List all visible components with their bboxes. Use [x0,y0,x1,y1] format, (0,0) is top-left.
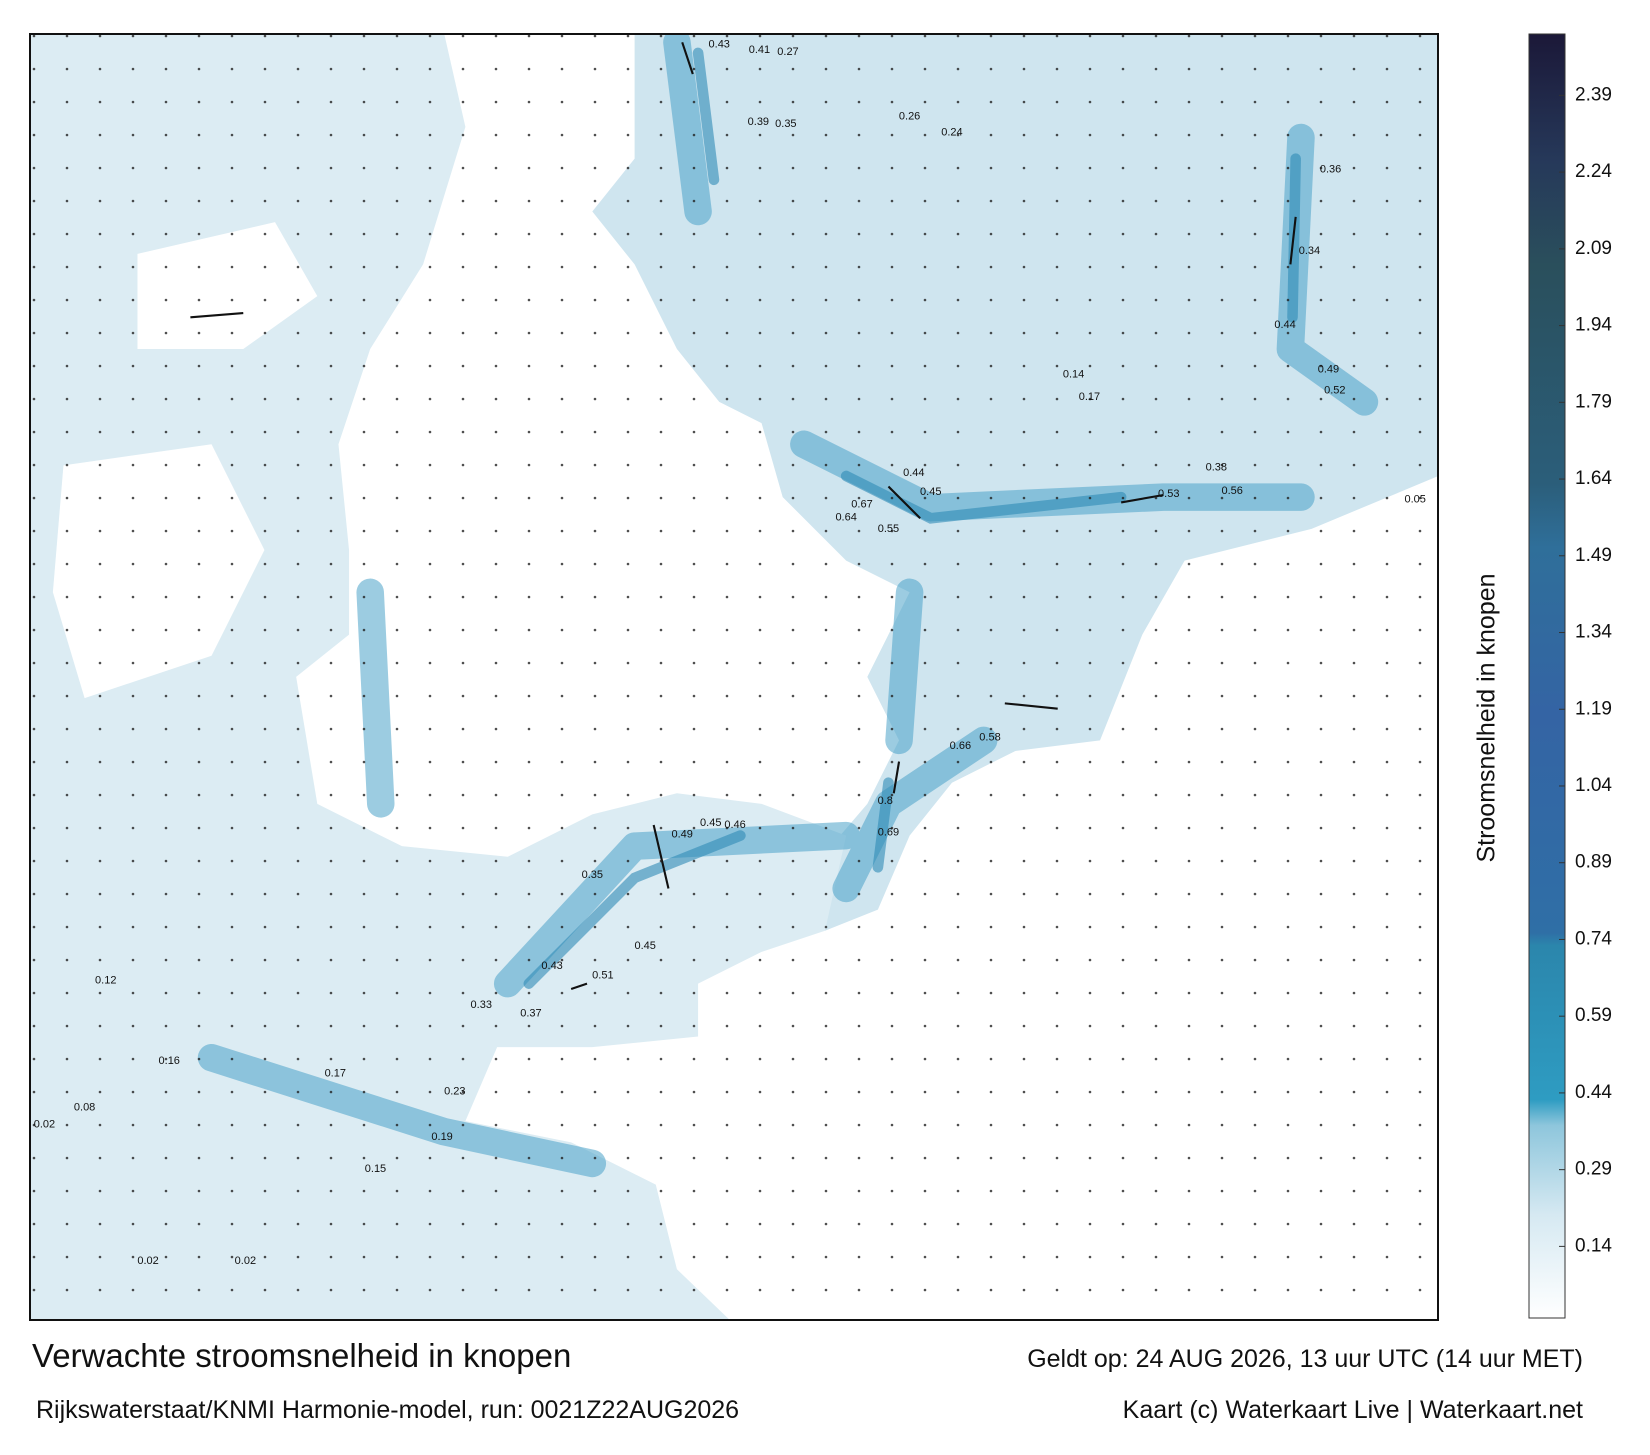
current-label: 0.49 [1318,363,1339,375]
current-label: 0.38 [1206,462,1227,474]
current-label: 0.58 [979,731,1000,743]
colorbar-tick-label: 0.74 [1575,928,1612,949]
colorbar-tick-label: 2.24 [1575,161,1612,182]
current-label: 0.43 [541,960,562,972]
credit: Kaart (c) Waterkaart Live | Waterkaart.n… [1123,1396,1583,1424]
current-label: 0.67 [851,499,872,511]
current-label: 0.49 [672,829,693,841]
current-label: 0.24 [941,126,962,138]
current-label: 0.56 [1222,485,1243,497]
current-label: 0.37 [520,1007,541,1019]
current-label: 0.16 [159,1055,180,1067]
colorbar-tick-label: 1.79 [1575,391,1612,412]
current-label: 0.41 [749,44,770,56]
current-label: 0.45 [634,940,655,952]
colorbar-tick-label: 0.44 [1575,1082,1612,1103]
title: Verwachte stroomsnelheid in knopen [32,1337,571,1374]
colorbar-tick-label: 0.89 [1575,852,1612,873]
current-label: 0.12 [95,975,116,987]
current-label: 0.02 [137,1255,158,1267]
current-label: 0.39 [748,116,769,128]
current-label: 0.51 [592,969,613,981]
current-label: 0.36 [1320,163,1341,175]
current-label: 0.55 [878,523,899,535]
current-label: 0.52 [1324,384,1345,396]
colorbar-tick-label: 1.19 [1575,698,1612,719]
current-label: 0.8 [878,795,893,807]
map: 0.43 0.41 0.27 0.39 0.35 0.45 0.44 0.55 0.670.64… [30,34,1438,1320]
colorbar-tick-label: 1.34 [1575,622,1612,643]
current-label: 0.34 [1299,245,1320,257]
colorbar-tick-label: 0.14 [1575,1235,1612,1256]
colorbar-tick-label: 1.04 [1575,775,1612,796]
current-label: 0.46 [724,819,745,831]
current-label: 0.02 [34,1119,55,1131]
colorbar: 0.14 0.29 0.44 0.59 0.74 0.89 1.04 1.19 1.34 1.49… [1528,33,1612,1319]
current-label: 0.44 [903,467,924,479]
colorbar-tick-label: 2.09 [1575,238,1612,259]
colorbar-tick-label: 0.59 [1575,1005,1612,1026]
current-label: 0.35 [775,118,796,130]
current-label: 0.33 [471,999,492,1011]
current-label: 0.66 [950,740,971,752]
current-label: 0.23 [444,1086,465,1098]
current-label: 0.17 [1079,391,1100,403]
current-label: 0.45 [700,817,721,829]
current-label: 0.69 [878,827,899,839]
colorbar-tick-label: 1.49 [1575,545,1612,566]
colorbar-tick-label: 1.94 [1575,315,1612,336]
colorbar-label: Stroomsnelheid in knopen [1473,573,1501,862]
current-label: 0.19 [431,1131,452,1143]
current-label: 0.43 [709,39,730,51]
current-label: 0.02 [235,1255,256,1267]
colorbar-tick-label: 1.64 [1575,468,1612,489]
map-frame [29,33,1439,1321]
current-label: 0.26 [899,111,920,123]
valid-time: Geldt op: 24 AUG 2026, 13 uur UTC (14 uu… [1027,1345,1583,1373]
current-label: 0.08 [74,1102,95,1114]
current-label: 0.44 [1274,319,1295,331]
current-label: 0.14 [1063,369,1084,381]
subtitle: Rijkswaterstaat/KNMI Harmonie-model, run… [36,1396,739,1424]
current-label: 0.45 [920,486,941,498]
current-label: 0.53 [1158,488,1179,500]
current-label: 0.15 [365,1163,386,1175]
current-label: 0.17 [325,1068,346,1080]
current-label: 0.35 [582,869,603,881]
current-label: 0.64 [835,511,856,523]
current-label: 0.27 [777,46,798,58]
current-label: 0.05 [1404,493,1425,505]
colorbar-tick-label: 2.39 [1575,84,1612,105]
colorbar-tick-label: 0.29 [1575,1159,1612,1180]
